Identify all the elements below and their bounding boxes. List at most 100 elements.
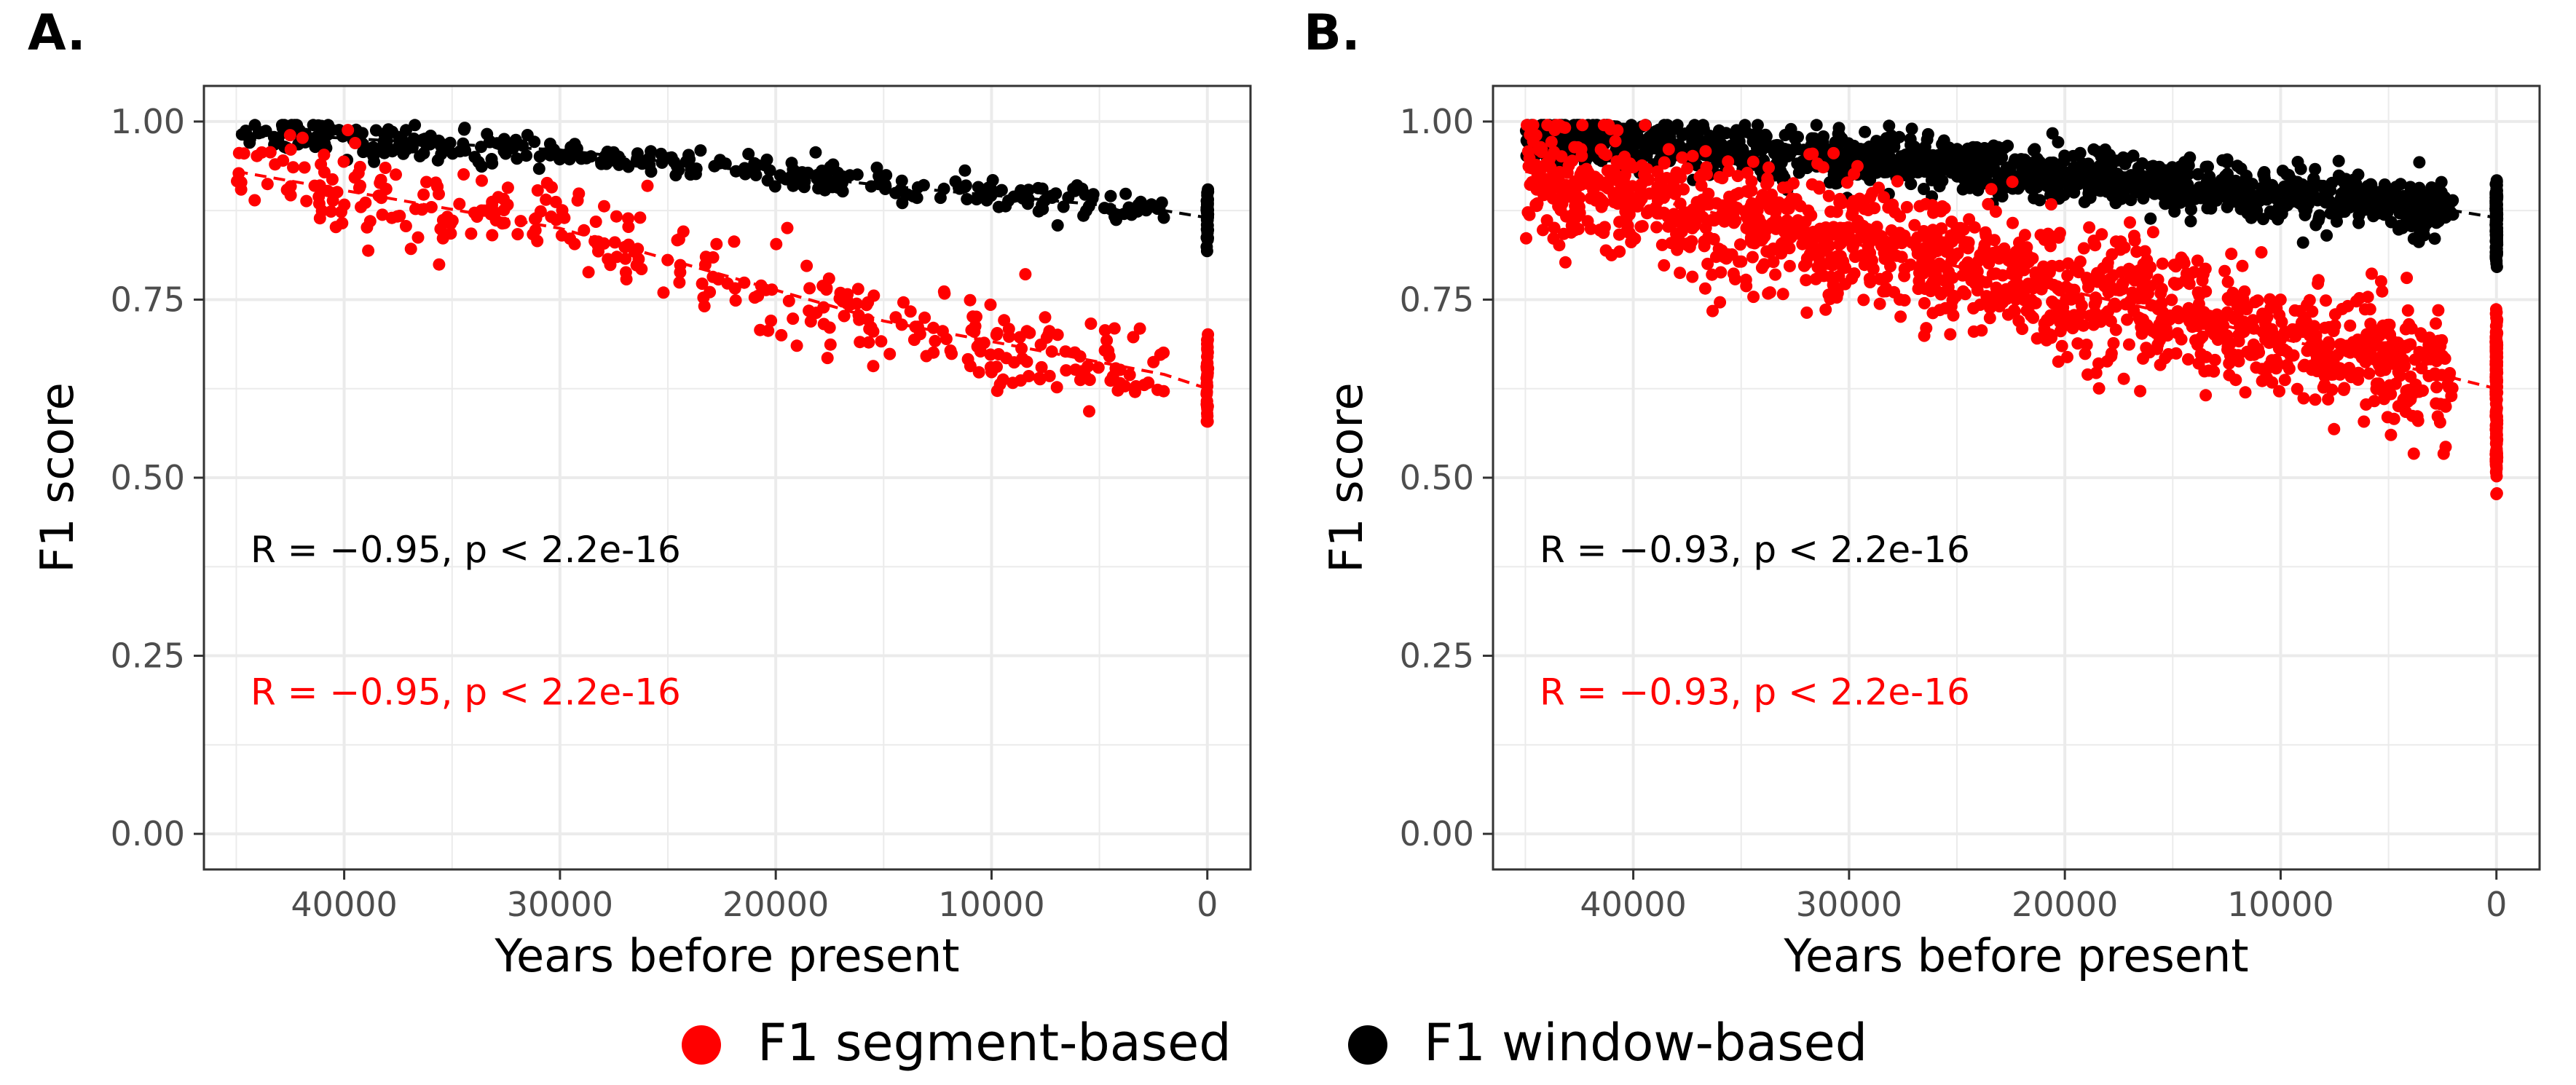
data-point — [1873, 297, 1886, 310]
data-point — [1722, 248, 1735, 261]
data-point — [2372, 377, 2385, 390]
data-point — [312, 119, 325, 132]
data-point — [2159, 197, 2172, 210]
data-point — [2240, 303, 2253, 316]
data-point — [248, 194, 261, 207]
data-point — [1599, 244, 1612, 257]
data-point — [1123, 368, 1136, 382]
data-point — [2405, 220, 2418, 232]
data-point — [2182, 159, 2195, 172]
data-point — [748, 291, 761, 304]
data-point — [1600, 175, 1613, 189]
data-point — [2142, 280, 2155, 293]
data-point — [1980, 276, 1993, 289]
data-point — [284, 143, 297, 156]
data-point — [782, 294, 795, 307]
data-point — [2245, 211, 2258, 224]
data-point — [1731, 170, 1744, 183]
data-point — [1740, 185, 1753, 198]
data-point — [342, 124, 355, 137]
data-point — [2246, 178, 2258, 191]
data-point — [1625, 119, 1638, 132]
data-point — [2154, 334, 2166, 347]
data-point — [824, 338, 837, 351]
data-point — [2280, 168, 2293, 181]
data-point — [2367, 210, 2380, 223]
data-point — [2278, 374, 2291, 387]
data-point — [2226, 286, 2240, 299]
data-point — [2446, 382, 2459, 395]
data-point — [996, 373, 1009, 386]
data-point — [958, 164, 972, 177]
data-point — [2054, 325, 2067, 338]
data-point — [904, 305, 917, 318]
data-point — [1641, 162, 1653, 175]
data-point — [851, 283, 864, 296]
data-point — [564, 232, 577, 245]
data-point — [742, 148, 755, 160]
data-point — [1079, 188, 1092, 201]
data-points — [231, 119, 1215, 428]
data-point — [972, 366, 985, 379]
x-tick-label: 0 — [1197, 885, 1218, 924]
data-point — [2031, 332, 2044, 345]
data-point — [1953, 231, 1966, 244]
legend: F1 segment-based F1 window-based — [682, 1013, 1867, 1073]
data-point — [1681, 237, 1694, 250]
data-point — [1032, 205, 1045, 218]
data-point — [2320, 229, 2333, 242]
data-point — [232, 146, 245, 159]
data-point — [1575, 143, 1588, 156]
data-point — [1701, 257, 1714, 270]
data-point — [1647, 127, 1660, 141]
y-tick-label: 0.50 — [111, 458, 185, 497]
data-point — [850, 297, 863, 310]
data-point — [2430, 381, 2443, 394]
data-point — [1980, 229, 1993, 242]
data-point — [984, 348, 997, 361]
data-point — [2205, 202, 2218, 215]
data-point — [1142, 376, 1155, 389]
data-point — [2335, 187, 2348, 200]
data-point — [2116, 277, 2129, 291]
correlation-annotations: R = −0.95, p < 2.2e-16 R = −0.95, p < 2.2… — [251, 529, 681, 714]
data-point — [2083, 174, 2096, 187]
data-point — [937, 285, 950, 298]
data-point — [1712, 124, 1725, 137]
data-point — [431, 154, 444, 167]
data-point — [2016, 323, 2029, 336]
data-point — [655, 147, 668, 160]
data-point — [1600, 149, 1612, 162]
data-point — [2407, 232, 2420, 245]
data-point — [2052, 282, 2064, 295]
data-point — [1706, 304, 1719, 317]
data-point — [2491, 375, 2503, 388]
data-point — [1119, 187, 1133, 200]
data-point — [1609, 135, 1622, 148]
data-point — [2332, 154, 2345, 167]
data-point — [353, 160, 366, 173]
data-point — [2156, 257, 2169, 270]
data-point — [2005, 266, 2018, 279]
data-point — [927, 321, 940, 334]
data-point — [1886, 138, 1899, 151]
data-point — [1964, 153, 1977, 166]
data-point — [2428, 349, 2441, 362]
data-point — [1581, 215, 1594, 228]
data-point — [2255, 246, 2268, 259]
data-point — [2399, 406, 2412, 418]
data-point — [1767, 256, 1780, 269]
data-point — [1967, 325, 1980, 338]
data-point — [420, 175, 433, 189]
data-point — [318, 149, 331, 162]
data-point — [2065, 315, 2078, 328]
data-point — [2416, 330, 2429, 343]
data-point — [729, 294, 742, 307]
data-point — [622, 221, 635, 233]
x-axis-ticks: 40000 30000 20000 10000 0 — [1580, 869, 2507, 924]
data-point — [2319, 367, 2332, 380]
data-point — [2014, 250, 2028, 263]
data-point — [349, 137, 362, 149]
y-axis-title: F1 score — [1320, 382, 1373, 572]
data-point — [1035, 360, 1048, 374]
